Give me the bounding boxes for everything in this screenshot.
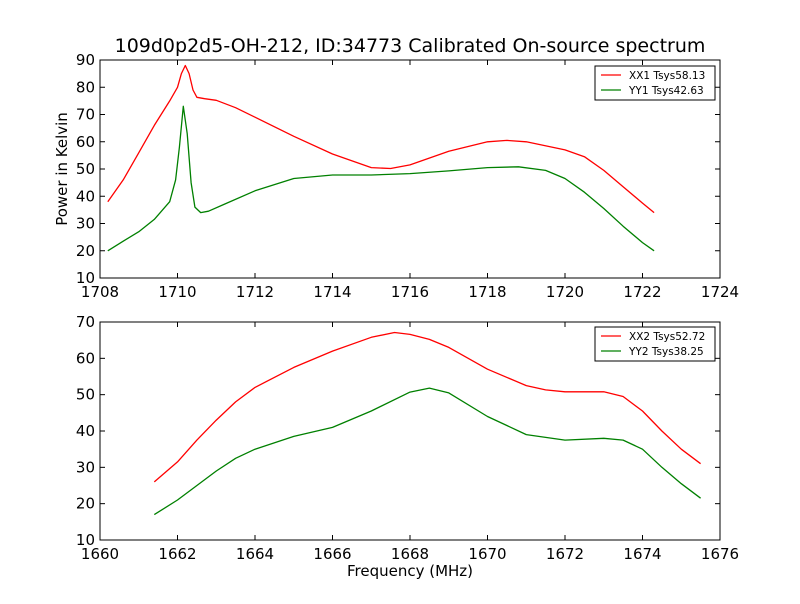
y-tick-label: 60 (76, 349, 95, 367)
series-line-2-1 (153, 331, 701, 483)
x-tick-label: 1674 (623, 545, 661, 563)
y-tick-label: 70 (76, 313, 95, 331)
y-tick-label: 70 (76, 106, 95, 124)
y-tick-label: 80 (76, 78, 95, 96)
x-tick-label: 1722 (623, 283, 661, 301)
x-tick-label: 1724 (701, 283, 739, 301)
x-tick-label: 1720 (546, 283, 584, 301)
x-tick-label: 1664 (236, 545, 274, 563)
x-tick-label: 1716 (391, 283, 429, 301)
legend-entry: XX1 Tsys58.13 (629, 70, 705, 82)
x-tick-label: 1662 (158, 545, 196, 563)
x-tick-label: 1660 (81, 545, 119, 563)
x-tick-label: 1712 (236, 283, 274, 301)
y-tick-label: 10 (76, 531, 95, 549)
y-tick-label: 90 (76, 51, 95, 69)
x-tick-label: 1668 (391, 545, 429, 563)
x-tick-label: 1710 (158, 283, 196, 301)
chart-panel-1: 1708 1710 1712 1714 1716 1718 1720 1722 1724 10 20… (76, 51, 739, 301)
x-tick-label: 1670 (468, 545, 506, 563)
legend-box (594, 65, 716, 101)
series-line-2-2 (153, 387, 701, 516)
y-tick-label: 10 (76, 269, 95, 287)
y-axis-label: Power in Kelvin (53, 112, 71, 226)
series-line-1-2 (107, 105, 655, 252)
x-tick-label: 1676 (701, 545, 739, 563)
y-tick-label: 20 (76, 495, 95, 513)
legend-entry: YY2 Tsys38.25 (628, 346, 704, 358)
y-tick-label: 50 (76, 386, 95, 404)
x-axis-label: Frequency (MHz) (347, 562, 473, 580)
y-tick-label: 50 (76, 160, 95, 178)
y-tick-label: 40 (76, 187, 95, 205)
legend-box (594, 326, 716, 362)
legend-entry: YY1 Tsys42.63 (628, 85, 704, 97)
x-tick-label: 1714 (313, 283, 351, 301)
legend-entry: XX2 Tsys52.72 (629, 331, 705, 343)
series-line-1-1 (107, 64, 655, 214)
y-tick-label: 30 (76, 458, 95, 476)
chart-panel-2: 1660 1662 1664 1666 1668 1670 1672 1674 1676 10 20… (76, 313, 739, 563)
y-tick-label: 60 (76, 133, 95, 151)
x-tick-label: 1666 (313, 545, 351, 563)
legend-2: XX2 Tsys52.72 YY2 Tsys38.25 (594, 326, 716, 362)
legend-1: XX1 Tsys58.13 YY1 Tsys42.63 (594, 65, 716, 101)
y-tick-label: 30 (76, 215, 95, 233)
y-tick-label: 20 (76, 242, 95, 260)
figure-title: 109d0p2d5-OH-212, ID:34773 Calibrated On… (115, 35, 706, 57)
x-tick-label: 1672 (546, 545, 584, 563)
x-tick-label: 1708 (81, 283, 119, 301)
y-tick-label: 40 (76, 422, 95, 440)
x-tick-label: 1718 (468, 283, 506, 301)
